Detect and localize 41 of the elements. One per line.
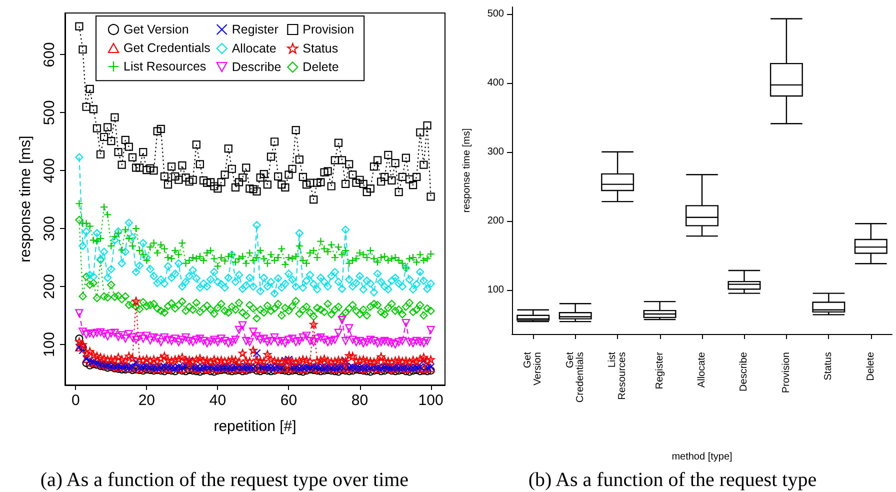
x-tick-label: 40 — [209, 392, 226, 409]
text: (b) As a function of the request type — [528, 469, 817, 491]
legend-label: Allocate — [232, 42, 276, 56]
text: (a) As a function of the request type over time — [40, 469, 409, 491]
x-tick-label: 100 — [418, 392, 444, 409]
x-tick-label: 20 — [138, 392, 156, 409]
legend-label: Delete — [302, 60, 339, 74]
x-tick-label: 0 — [71, 392, 80, 409]
x-tick-label: Get Credentials — [564, 352, 586, 403]
y-tick-label: 300 — [41, 216, 58, 242]
y-tick-label: 500 — [487, 8, 504, 20]
y-axis-title: response time [ms] — [17, 136, 34, 262]
legend-label: Register — [232, 22, 278, 36]
x-tick-label: Register — [654, 351, 666, 390]
x-tick-label: Describe — [738, 352, 750, 392]
legend-label: Get Version — [124, 22, 189, 36]
y-tick-label: 300 — [487, 146, 504, 158]
y-tick-label: 100 — [487, 284, 504, 296]
y-axis-title: response time [ms] — [462, 128, 472, 213]
y-tick-label: 500 — [41, 100, 58, 126]
y-tick-label: 100 — [41, 332, 58, 357]
x-tick-label: Provision — [780, 352, 792, 394]
legend-label: Provision — [302, 22, 354, 36]
y-tick-label: 200 — [487, 215, 504, 226]
x-tick-label: Get Version — [522, 352, 544, 386]
y-tick-label: 600 — [41, 42, 58, 68]
x-tick-label: 80 — [351, 392, 368, 409]
x-tick-label: Delete — [865, 352, 876, 381]
y-tick-label: 400 — [487, 77, 504, 88]
legend-label: Describe — [232, 60, 282, 74]
x-axis-title: method [type] — [672, 452, 733, 462]
legend-label: List Resources — [124, 60, 206, 74]
y-tick-label: 400 — [41, 158, 58, 184]
x-axis-title: repetition [#] — [214, 418, 296, 435]
x-tick-label: Allocate — [696, 352, 708, 388]
y-tick-label: 200 — [41, 274, 58, 300]
x-tick-label: Status — [823, 352, 834, 380]
legend-label: Get Credentials — [124, 41, 210, 55]
legend-label: Status — [302, 41, 338, 56]
x-tick-label: List Resources — [607, 352, 628, 400]
x-tick-label: 60 — [280, 392, 298, 409]
